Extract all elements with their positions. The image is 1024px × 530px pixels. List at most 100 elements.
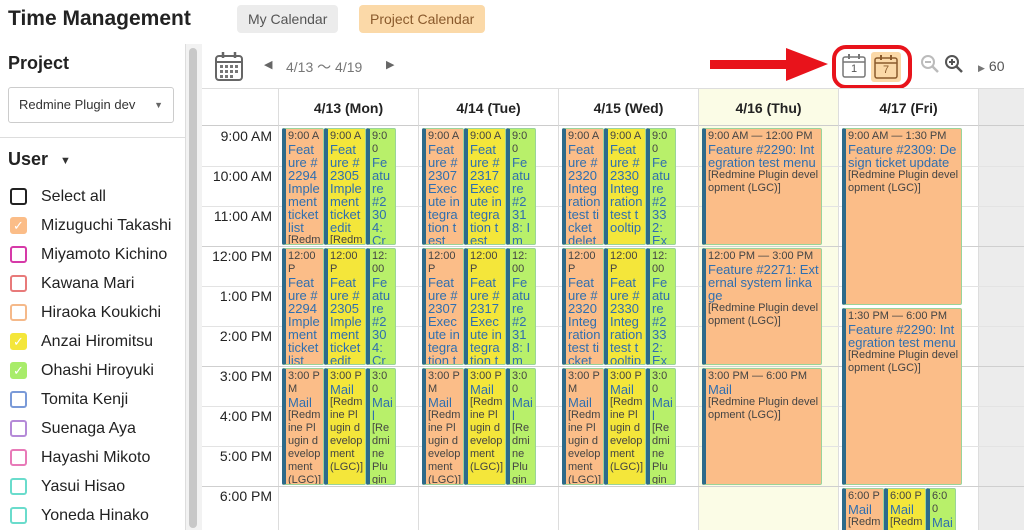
- calendar-event[interactable]: 3:00 PM Mail [Redmine Plugin development (…: [422, 368, 464, 485]
- day-column[interactable]: [418, 126, 558, 530]
- calendar-event[interactable]: 12:00 Feature #2332: Ex: [646, 248, 676, 365]
- day-header[interactable]: 4/14 (Tue): [418, 88, 558, 126]
- event-project: [Redmine Plugin de: [372, 422, 390, 485]
- day-column[interactable]: [838, 126, 978, 530]
- calendar-event[interactable]: 12:00 Feature #2318: Im: [506, 248, 536, 365]
- scrollbar-thumb[interactable]: [189, 48, 197, 528]
- calendar-event[interactable]: 9:00 A Feature #2317 Execute integration …: [464, 128, 506, 245]
- user-filter-item[interactable]: Yoneda Hinako: [10, 501, 171, 530]
- user-filter-item[interactable]: Tomita Kenji: [10, 385, 171, 414]
- tab-project-calendar[interactable]: Project Calendar: [359, 5, 486, 33]
- calendar-event[interactable]: 12:00 Feature #2304: Cr: [366, 248, 396, 365]
- event-time: 12:00: [512, 250, 528, 275]
- user-filter-item[interactable]: ✓ Mizuguchi Takashi: [10, 211, 171, 240]
- day-header[interactable]: 4: [978, 88, 1024, 126]
- user-checkbox[interactable]: [10, 275, 27, 292]
- event-time: 3:00 PM: [428, 370, 460, 395]
- calendar-event[interactable]: 12:00 PM — 3:00 PM Feature #2271: Externa…: [702, 248, 822, 365]
- user-label: Anzai Hiromitsu: [41, 332, 154, 350]
- user-filter-item[interactable]: Hiraoka Koukichi: [10, 298, 171, 327]
- user-checkbox[interactable]: [10, 246, 27, 263]
- day-header[interactable]: 4/16 (Thu): [698, 88, 838, 126]
- zoom-in-icon[interactable]: [944, 54, 964, 74]
- calendar-event[interactable]: 3:00 PM Mail [Redmine Plugin development (…: [562, 368, 604, 485]
- user-checkbox[interactable]: ✓: [10, 362, 27, 379]
- filter-icon[interactable]: ▼: [60, 155, 71, 167]
- user-list: Select all ✓ Mizuguchi Takashi Miyamoto Kic…: [10, 182, 171, 530]
- user-checkbox[interactable]: ✓: [10, 333, 27, 350]
- calendar-event[interactable]: 12:00 P Feature #2320 Integration test ti…: [562, 248, 604, 365]
- day-view-button[interactable]: 1: [840, 52, 868, 80]
- user-filter-item[interactable]: ✓ Anzai Hiromitsu: [10, 327, 171, 356]
- calendar-event[interactable]: 12:00 P Feature #2317 Execute integration…: [464, 248, 506, 365]
- calendar-event[interactable]: 1:30 PM — 6:00 PM Feature #2290: Integrat…: [842, 308, 962, 485]
- user-checkbox[interactable]: [10, 478, 27, 495]
- user-checkbox[interactable]: [10, 420, 27, 437]
- user-checkbox[interactable]: ✓: [10, 217, 27, 234]
- calendar-icon[interactable]: [214, 50, 244, 82]
- project-select[interactable]: Redmine Plugin dev ▼: [8, 87, 174, 123]
- calendar-event[interactable]: 3:00 P Mail [Redmine Plugin development (L…: [324, 368, 366, 485]
- user-filter-item[interactable]: Kawana Mari: [10, 269, 171, 298]
- time-label: 9:00 AM: [220, 128, 272, 144]
- event-project: [Redmine Plugin development (LGC)]: [428, 409, 461, 485]
- calendar-event[interactable]: 3:00 PM Mail [Redmine Plugin development (…: [282, 368, 324, 485]
- calendar-event[interactable]: 12:00 P Feature #2294 Implement ticket li…: [282, 248, 324, 365]
- user-filter-item[interactable]: Select all: [10, 182, 171, 211]
- calendar-event[interactable]: 9:00 A Feature #2294 Implement ticket lis…: [282, 128, 324, 245]
- day-column[interactable]: [558, 126, 698, 530]
- user-checkbox[interactable]: [10, 507, 27, 524]
- event-time: 3:00 P: [330, 370, 362, 382]
- calendar-event[interactable]: 9:00 Feature #2332: Ex: [646, 128, 676, 245]
- event-title: Feature #2304: Cr: [372, 155, 391, 245]
- user-checkbox[interactable]: [10, 391, 27, 408]
- calendar-event[interactable]: 9:00 AM — 1:30 PM Feature #2309: Design t…: [842, 128, 962, 305]
- hour-gridline: [202, 486, 1024, 487]
- calendar-event[interactable]: 6:00 P Mail [Redm: [842, 488, 884, 530]
- prev-week-button[interactable]: ◀: [264, 59, 273, 71]
- day-column[interactable]: [278, 126, 418, 530]
- week-view-button[interactable]: 7: [871, 52, 901, 82]
- event-project: [Redmine: [288, 234, 321, 245]
- user-checkbox[interactable]: [10, 304, 27, 321]
- calendar-event[interactable]: 3:00 P Mail [Redmine Plugin development (L…: [464, 368, 506, 485]
- zoom-out-icon[interactable]: [920, 54, 940, 74]
- calendar-event[interactable]: 9:00 A Feature #2320 Integration test tic…: [562, 128, 604, 245]
- next-week-button[interactable]: ▶: [386, 59, 395, 71]
- user-checkbox[interactable]: [10, 449, 27, 466]
- user-filter-item[interactable]: ✓ Ohashi Hiroyuki: [10, 356, 171, 385]
- sidebar-scrollbar[interactable]: [186, 44, 202, 530]
- hour-gridline: [202, 246, 1024, 247]
- user-filter-item[interactable]: Yasui Hisao: [10, 472, 171, 501]
- day-column[interactable]: [978, 126, 1024, 530]
- day-header[interactable]: 4/13 (Mon): [278, 88, 418, 126]
- calendar-event[interactable]: 12:00 P Feature #2330 Integration test to…: [604, 248, 646, 365]
- calendar-event[interactable]: 12:00 P Feature #2305 Implement ticket ed…: [324, 248, 366, 365]
- calendar-event[interactable]: 9:00 A Feature #2330 Integration test too…: [604, 128, 646, 245]
- user-label: Kawana Mari: [41, 274, 135, 292]
- calendar-event[interactable]: 9:00 Feature #2318: Im: [506, 128, 536, 245]
- calendar-event[interactable]: 9:00 A Feature #2307 Execute integration …: [422, 128, 464, 245]
- event-time: 3:00 P: [610, 370, 642, 382]
- calendar-event[interactable]: 9:00 A Feature #2305 Implement ticket edi…: [324, 128, 366, 245]
- calendar-event[interactable]: 3:00 P Mail [Redmine Plugin development (L…: [604, 368, 646, 485]
- calendar-event[interactable]: 6:00 P Mail [Redm: [884, 488, 926, 530]
- day-header[interactable]: 4/15 (Wed): [558, 88, 698, 126]
- event-title: Feature #2318: Im: [512, 275, 531, 365]
- user-filter-item[interactable]: Hayashi Mikoto: [10, 443, 171, 472]
- user-filter-item[interactable]: Miyamoto Kichino: [10, 240, 171, 269]
- tab-my-calendar[interactable]: My Calendar: [237, 5, 339, 33]
- user-checkbox[interactable]: [10, 188, 27, 205]
- event-project: [Redmine Plugin development (LGC)]: [288, 409, 321, 485]
- calendar-event[interactable]: 3:00 PM — 6:00 PM Mail [Redmine Plugin dev…: [702, 368, 822, 485]
- calendar-event[interactable]: 12:00 P Feature #2307 Execute integration…: [422, 248, 464, 365]
- day-header[interactable]: 4/17 (Fri): [838, 88, 978, 126]
- event-time: 12:00 P: [288, 250, 316, 275]
- calendar-event[interactable]: 9:00 AM — 12:00 PM Feature #2290: Integra…: [702, 128, 822, 245]
- user-filter-item[interactable]: Suenaga Aya: [10, 414, 171, 443]
- calendar-event[interactable]: 9:00 Feature #2304: Cr: [366, 128, 396, 245]
